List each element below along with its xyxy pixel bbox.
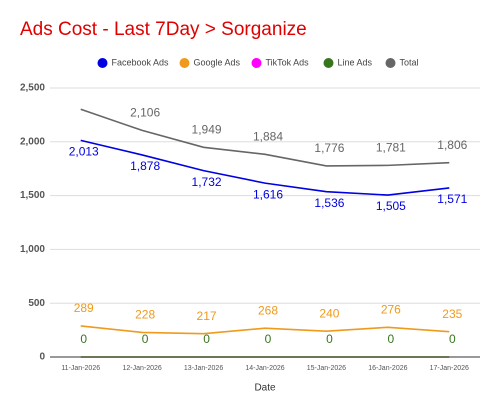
y-tick-label: 500: [28, 298, 45, 309]
legend-swatch: [323, 58, 334, 68]
data-label: 217: [197, 309, 217, 323]
legend-swatch: [97, 58, 108, 68]
series-line: [80, 139, 450, 196]
data-label: 1,781: [376, 141, 406, 155]
legend-label: Total: [400, 57, 419, 67]
data-label: 1,776: [314, 141, 344, 155]
series-line: [80, 325, 450, 335]
series-line: [80, 108, 450, 167]
data-label: 0: [449, 332, 456, 346]
x-axis-label: Date: [254, 383, 276, 394]
data-label: 0: [142, 332, 149, 346]
data-label: 0: [80, 332, 87, 346]
x-tick-label: 12-Jan-2026: [122, 365, 161, 372]
y-tick-label: 1,000: [20, 244, 45, 255]
data-label: 235: [442, 307, 462, 321]
chart-title: Ads Cost - Last 7Day > Sorganize: [20, 19, 307, 40]
data-label: 240: [319, 306, 339, 320]
x-tick-label: 15-Jan-2026: [307, 365, 346, 372]
data-label: 0: [265, 332, 272, 346]
legend-label: TikTok Ads: [266, 57, 310, 67]
x-tick-label: 17-Jan-2026: [430, 365, 469, 372]
data-label: 228: [135, 308, 155, 322]
data-label: 1,505: [376, 199, 406, 213]
data-label: 2,106: [130, 106, 160, 120]
y-tick-label: 2,000: [20, 136, 45, 147]
data-label: 1,616: [253, 187, 283, 201]
x-tick-label: 11-Jan-2026: [61, 365, 100, 372]
legend-label: Google Ads: [194, 57, 241, 67]
data-label: 1,732: [192, 175, 222, 189]
legend-swatch: [251, 58, 262, 68]
data-label: 0: [388, 332, 395, 346]
y-tick-label: 2,500: [20, 83, 45, 94]
data-label: 2,013: [69, 145, 99, 159]
legend-label: Facebook Ads: [112, 57, 170, 67]
data-label: 0: [203, 332, 210, 346]
legend-label: Line Ads: [338, 57, 373, 67]
x-tick-label: 16-Jan-2026: [368, 365, 407, 372]
legend-swatch: [179, 58, 190, 68]
data-label: 1,806: [437, 138, 467, 152]
x-tick-label: 14-Jan-2026: [245, 365, 284, 372]
data-label: 1,536: [314, 196, 344, 210]
data-label: 1,884: [253, 129, 283, 143]
data-label: 276: [381, 302, 401, 316]
data-label: 0: [326, 332, 333, 346]
y-tick-label: 1,500: [20, 190, 45, 201]
data-label: 289: [74, 301, 94, 315]
data-label: 1,878: [130, 159, 160, 173]
legend-swatch: [385, 58, 396, 68]
data-label: 268: [258, 303, 278, 317]
data-label: 1,571: [437, 192, 467, 206]
data-label: 1,949: [192, 122, 222, 136]
x-tick-label: 13-Jan-2026: [184, 365, 223, 372]
y-tick-label: 0: [39, 352, 45, 363]
